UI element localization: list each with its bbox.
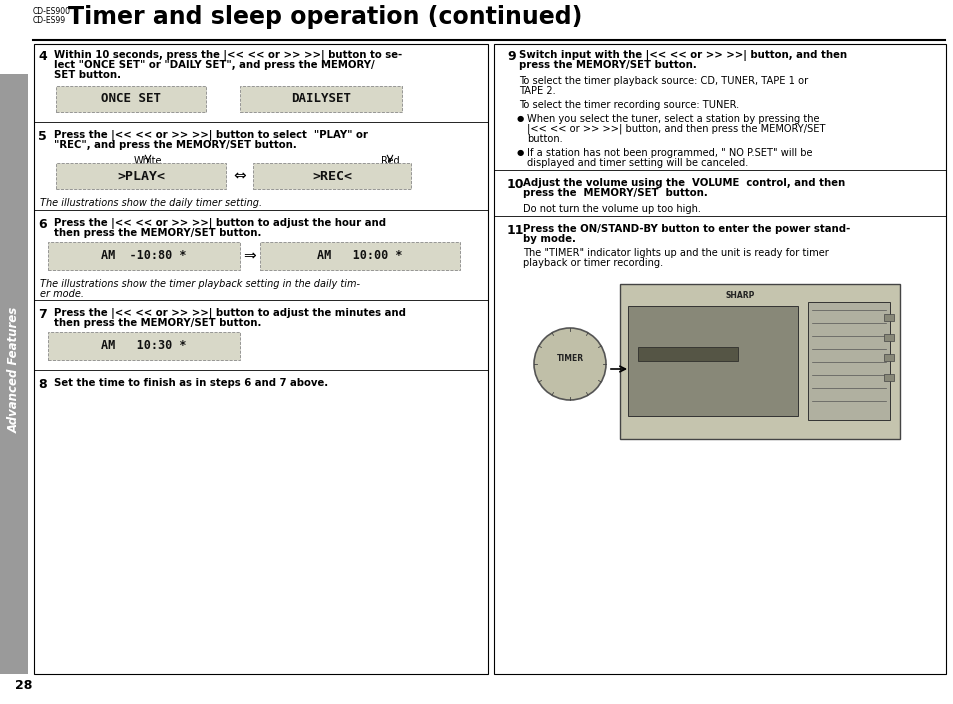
Text: press the MEMORY/SET button.: press the MEMORY/SET button. [518, 60, 696, 70]
Text: TIMER: TIMER [556, 355, 583, 363]
Text: AM   10:00 *: AM 10:00 * [317, 249, 402, 263]
Text: >REC<: >REC< [312, 170, 352, 182]
Text: The illustrations show the daily timer setting.: The illustrations show the daily timer s… [40, 198, 262, 208]
Text: Press the |<< << or >> >>| button to select  "PLAY" or: Press the |<< << or >> >>| button to sel… [54, 130, 368, 141]
Bar [883, 374, 893, 381]
Text: press the  MEMORY/SET  button.: press the MEMORY/SET button. [522, 188, 707, 198]
Bar [34, 44, 488, 674]
Bar [240, 86, 401, 112]
Bar [0, 74, 28, 674]
Bar [253, 163, 411, 189]
Text: playback or timer recording.: playback or timer recording. [522, 258, 662, 268]
Text: To select the timer playback source: CD, TUNER, TAPE 1 or: To select the timer playback source: CD,… [518, 76, 807, 86]
Text: 11: 11 [506, 224, 524, 237]
Text: then press the MEMORY/SET button.: then press the MEMORY/SET button. [54, 228, 261, 238]
Text: 4: 4 [38, 50, 47, 63]
Text: Switch input with the |<< << or >> >>| button, and then: Switch input with the |<< << or >> >>| b… [518, 50, 846, 61]
Text: ●: ● [517, 114, 524, 123]
Bar [883, 354, 893, 361]
Text: ⇔: ⇔ [233, 168, 246, 184]
Text: Press the |<< << or >> >>| button to adjust the hour and: Press the |<< << or >> >>| button to adj… [54, 218, 386, 229]
Text: SHARP: SHARP [724, 291, 754, 301]
Text: CD-ES99: CD-ES99 [33, 16, 66, 25]
Text: ONCE SET: ONCE SET [101, 92, 161, 106]
Text: Adjust the volume using the  VOLUME  control, and then: Adjust the volume using the VOLUME contr… [522, 178, 844, 188]
Text: To select the timer recording source: TUNER.: To select the timer recording source: TU… [518, 100, 739, 110]
Bar [807, 302, 889, 420]
Text: displayed and timer setting will be canceled.: displayed and timer setting will be canc… [526, 158, 747, 168]
Text: Set the time to finish as in steps 6 and 7 above.: Set the time to finish as in steps 6 and… [54, 378, 328, 388]
Text: Within 10 seconds, press the |<< << or >> >>| button to se-: Within 10 seconds, press the |<< << or >… [54, 50, 402, 61]
Text: DAILYSET: DAILYSET [291, 92, 351, 106]
Text: AM  -10:80 *: AM -10:80 * [101, 249, 187, 263]
Text: Do not turn the volume up too high.: Do not turn the volume up too high. [522, 204, 700, 214]
Text: If a station has not been programmed, " NO P.SET" will be: If a station has not been programmed, " … [526, 148, 812, 158]
Bar [494, 44, 945, 674]
Text: White: White [133, 156, 162, 166]
Bar [638, 347, 738, 361]
Text: Timer and sleep operation (continued): Timer and sleep operation (continued) [68, 5, 581, 29]
Text: 10: 10 [506, 178, 524, 191]
Bar [48, 332, 240, 360]
Text: ⇒: ⇒ [243, 249, 256, 263]
Text: 7: 7 [38, 308, 47, 321]
Bar [883, 314, 893, 321]
Text: TAPE 2.: TAPE 2. [518, 86, 556, 96]
Text: by mode.: by mode. [522, 234, 576, 244]
Text: >PLAY<: >PLAY< [117, 170, 165, 182]
Text: CD-ES900: CD-ES900 [33, 7, 71, 16]
Bar [260, 242, 459, 270]
Bar [619, 284, 899, 439]
Text: Red: Red [380, 156, 399, 166]
Text: Press the |<< << or >> >>| button to adjust the minutes and: Press the |<< << or >> >>| button to adj… [54, 308, 406, 319]
Text: Press the ON/STAND-BY button to enter the power stand-: Press the ON/STAND-BY button to enter th… [522, 224, 849, 234]
Text: "REC", and press the MEMORY/SET button.: "REC", and press the MEMORY/SET button. [54, 140, 296, 150]
Bar [56, 163, 226, 189]
Text: 9: 9 [506, 50, 515, 63]
Text: 28: 28 [15, 679, 32, 692]
Text: 6: 6 [38, 218, 47, 231]
Text: The "TIMER" indicator lights up and the unit is ready for timer: The "TIMER" indicator lights up and the … [522, 248, 828, 258]
Text: lect "ONCE SET" or "DAILY SET", and press the MEMORY/: lect "ONCE SET" or "DAILY SET", and pres… [54, 60, 375, 70]
Text: er mode.: er mode. [40, 289, 84, 299]
Text: |<< << or >> >>| button, and then press the MEMORY/SET: |<< << or >> >>| button, and then press … [526, 124, 824, 134]
Text: then press the MEMORY/SET button.: then press the MEMORY/SET button. [54, 318, 261, 328]
Text: The illustrations show the timer playback setting in the daily tim-: The illustrations show the timer playbac… [40, 279, 359, 289]
Text: Advanced Features: Advanced Features [8, 307, 20, 433]
Text: When you select the tuner, select a station by pressing the: When you select the tuner, select a stat… [526, 114, 819, 124]
Bar [48, 242, 240, 270]
Bar [627, 306, 797, 416]
Text: button.: button. [526, 134, 562, 144]
Text: ●: ● [517, 148, 524, 157]
Circle shape [534, 328, 605, 400]
Text: AM   10:30 *: AM 10:30 * [101, 339, 187, 353]
Text: 5: 5 [38, 130, 47, 143]
Text: 8: 8 [38, 378, 47, 391]
Bar [883, 334, 893, 341]
Text: SET button.: SET button. [54, 70, 121, 80]
Bar [56, 86, 206, 112]
